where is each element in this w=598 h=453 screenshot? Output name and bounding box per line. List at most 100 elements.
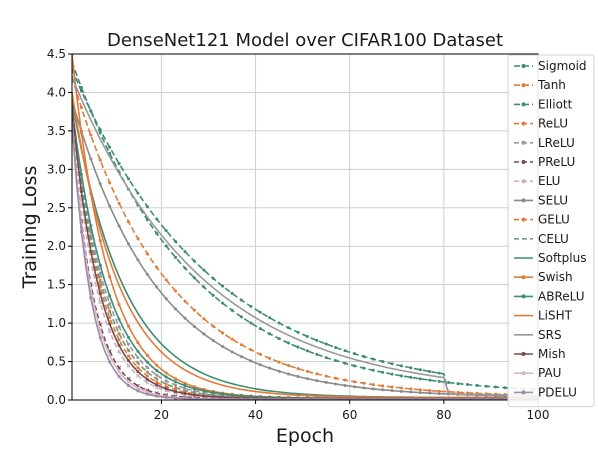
data-point-elliott (456, 382, 460, 386)
x-tick-label: 80 (436, 408, 451, 422)
data-point-sigmoid (437, 371, 441, 375)
data-point-elliott (211, 293, 215, 297)
y-tick-label: 4.5 (47, 47, 66, 61)
data-point-mish (136, 370, 140, 374)
data-point-mish (202, 394, 206, 398)
data-point-selu (230, 350, 234, 354)
legend-label-softplus: Softplus (538, 251, 587, 265)
data-point-selu (221, 344, 225, 348)
y-axis-label: Training Loss (19, 166, 41, 290)
data-point-selu (437, 392, 441, 396)
data-point-sigmoid (145, 204, 149, 208)
data-point-pdelu (484, 397, 488, 400)
data-point-selu (268, 366, 272, 370)
data-point-selu (136, 258, 140, 262)
series-line-pdelu (72, 123, 538, 400)
legend-marker-lrelu (521, 140, 526, 145)
data-point-elliott (230, 308, 234, 312)
data-point-tanh (371, 383, 375, 387)
data-point-elliott (390, 372, 394, 376)
data-point-sigmoid (249, 304, 253, 308)
data-point-gelu (117, 338, 121, 342)
data-point-selu (305, 377, 309, 381)
data-point-lrelu (136, 356, 140, 360)
data-point-pdelu (98, 336, 102, 340)
data-point-elliott (155, 231, 159, 235)
data-point-pdelu (456, 397, 460, 400)
data-point-abrelu (145, 360, 149, 364)
data-point-lrelu (117, 325, 121, 329)
data-point-lrelu (155, 373, 159, 377)
data-point-swish (174, 377, 177, 381)
data-point-selu (117, 224, 121, 228)
data-point-elu (126, 363, 131, 368)
data-point-elliott (258, 327, 262, 331)
x-axis-label: Epoch (276, 425, 334, 447)
data-point-tanh (428, 389, 432, 393)
data-point-lrelu (145, 366, 149, 370)
data-point-elu (107, 329, 112, 334)
data-point-selu (183, 316, 187, 320)
data-point-lrelu (183, 386, 187, 390)
data-point-pdelu (268, 397, 272, 400)
data-point-gelu (155, 380, 159, 384)
data-point-selu (296, 374, 300, 378)
data-point-selu (390, 389, 394, 393)
data-point-selu (164, 297, 168, 301)
data-point-tanh (221, 331, 225, 335)
data-point-selu (343, 383, 347, 387)
series-line-elliott (72, 61, 538, 391)
data-point-pdelu (174, 396, 177, 400)
data-point-swish (145, 354, 149, 357)
data-point-pau (89, 287, 93, 291)
x-tick-label: 40 (248, 408, 263, 422)
legend-marker-relu (521, 121, 526, 126)
series-markers-pdelu (72, 121, 535, 400)
data-point-abrelu (89, 224, 93, 228)
data-point-elliott (381, 370, 385, 374)
legend-marker-elu (521, 179, 526, 184)
legend: Sigmoid Tanh Elliott ReLU LReLU PReLU ELU SELU G… (507, 54, 595, 408)
legend-label-lisht: LiSHT (538, 309, 573, 323)
data-point-tanh (409, 387, 413, 391)
data-point-elu (117, 349, 122, 354)
data-point-tanh (79, 106, 83, 110)
data-point-lrelu (192, 389, 196, 393)
data-point-abrelu (183, 384, 187, 388)
data-point-selu (108, 204, 112, 208)
y-tick-label: 4.0 (47, 85, 66, 99)
data-point-tanh (381, 384, 385, 388)
data-point-selu (192, 324, 196, 328)
x-tick-label: 20 (154, 408, 169, 422)
data-point-pdelu (343, 397, 347, 400)
y-tick-label: 1.0 (47, 316, 66, 330)
data-point-sigmoid (409, 366, 413, 370)
data-point-swish (80, 131, 83, 135)
data-point-elliott (221, 301, 225, 305)
data-point-elliott (503, 386, 507, 390)
data-point-gelu (145, 374, 149, 378)
data-point-selu (126, 242, 130, 246)
data-point-pau (127, 380, 130, 384)
data-point-elliott (437, 379, 441, 383)
legend-marker-swish (521, 275, 526, 280)
data-point-sigmoid (268, 316, 272, 320)
data-point-abrelu (155, 368, 159, 372)
data-point-sigmoid (239, 298, 243, 302)
data-point-pdelu (390, 397, 394, 400)
data-point-pdelu (145, 392, 149, 396)
data-point-pdelu (230, 397, 234, 400)
data-point-sigmoid (296, 330, 300, 334)
data-point-pdelu (80, 230, 83, 234)
legend-marker-gelu (521, 217, 526, 222)
data-point-sigmoid (211, 276, 215, 280)
data-point-lrelu (98, 271, 102, 275)
data-point-relu (98, 278, 102, 282)
data-point-abrelu (230, 393, 234, 397)
data-point-tanh (174, 289, 178, 293)
data-point-sigmoid (334, 345, 338, 349)
data-point-pau (108, 353, 112, 357)
data-point-pdelu (72, 121, 74, 125)
data-point-sigmoid (324, 342, 328, 346)
